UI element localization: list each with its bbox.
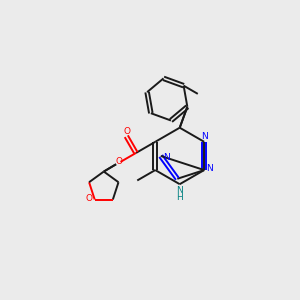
Text: N: N [201, 132, 208, 141]
Text: H: H [176, 193, 182, 202]
Text: N: N [176, 186, 182, 195]
Text: N: N [163, 153, 170, 162]
Text: O: O [85, 194, 92, 202]
Text: O: O [123, 127, 130, 136]
Text: O: O [116, 158, 122, 166]
Text: N: N [206, 164, 213, 173]
